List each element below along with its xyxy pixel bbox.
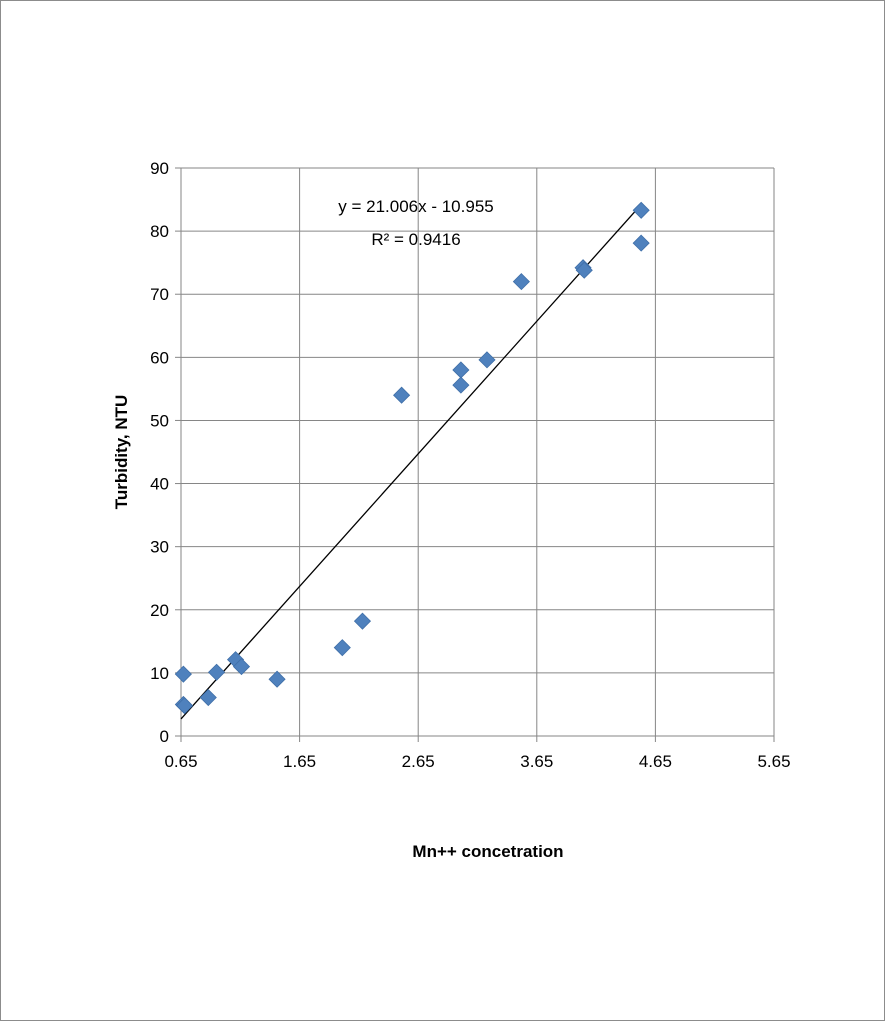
trendline-r-squared: R² = 0.9416 [371, 230, 460, 249]
trendline [180, 208, 639, 720]
y-tick-label: 20 [150, 601, 169, 620]
data-point [393, 386, 411, 404]
data-point [452, 361, 470, 379]
data-point [333, 639, 351, 657]
data-point [208, 663, 226, 681]
x-axis-title: Mn++ concetration [412, 842, 563, 861]
x-tick-label: 4.65 [639, 752, 672, 771]
x-tick-label: 3.65 [520, 752, 553, 771]
y-tick-label: 10 [150, 664, 169, 683]
y-tick-label: 0 [160, 727, 169, 746]
data-point [575, 261, 593, 279]
y-tick-label: 70 [150, 285, 169, 304]
x-tick-label: 5.65 [757, 752, 790, 771]
x-tick-labels: 0.65 1.65 2.65 3.65 4.65 5.65 [164, 752, 790, 771]
data-point [175, 697, 194, 715]
y-tick-label: 30 [150, 538, 169, 557]
x-tick-label: 0.65 [164, 752, 197, 771]
data-point [632, 201, 650, 219]
data-point [353, 612, 372, 630]
gridlines [181, 167, 775, 736]
y-tick-labels: 0 10 20 30 40 50 60 70 80 90 [150, 159, 169, 746]
x-tick-label: 2.65 [402, 752, 435, 771]
data-point [174, 665, 192, 683]
y-tick-label: 50 [150, 411, 169, 430]
y-tick-label: 40 [150, 475, 169, 494]
data-points [174, 201, 650, 715]
y-tick-label: 60 [150, 348, 169, 367]
data-point [478, 351, 496, 369]
y-tick-label: 80 [150, 222, 169, 241]
trendline-equation: y = 21.006x - 10.955 [338, 197, 493, 216]
data-point [512, 273, 530, 291]
data-point [232, 658, 251, 676]
data-point [268, 670, 286, 688]
x-tick-label: 1.65 [283, 752, 316, 771]
y-axis-title: Turbidity, NTU [112, 395, 131, 510]
data-point [632, 234, 650, 252]
data-point [452, 376, 470, 394]
axes [175, 167, 775, 742]
data-point [199, 688, 217, 707]
y-tick-label: 90 [150, 159, 169, 178]
